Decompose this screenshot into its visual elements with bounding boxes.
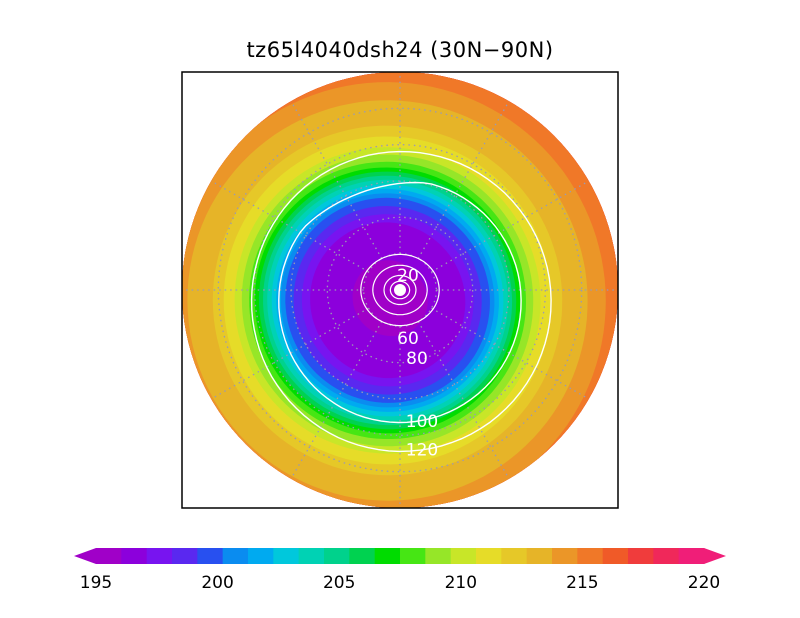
colorbar-swatch bbox=[501, 548, 528, 564]
latitude-gridline bbox=[326, 216, 474, 364]
colorbar-tick-label: 215 bbox=[566, 573, 598, 593]
colorbar-swatch bbox=[298, 548, 325, 564]
chart-title: tz65l4040dsh24 (30N−90N) bbox=[246, 38, 554, 62]
contour-label-60: 60 bbox=[397, 329, 419, 349]
colorbar-extend-low bbox=[74, 548, 96, 564]
contour-label-100: 100 bbox=[406, 412, 438, 432]
colorbar-swatch bbox=[476, 548, 502, 564]
colorbar-swatch bbox=[349, 548, 376, 564]
latitude-gridline bbox=[217, 107, 583, 473]
colorbar: 195 200 205 210 215 220 bbox=[74, 548, 726, 593]
colorbar-tick-label: 220 bbox=[688, 573, 720, 593]
colorbar-swatch bbox=[653, 548, 680, 564]
colorbar-swatch bbox=[374, 548, 401, 564]
pole-marker bbox=[394, 284, 406, 296]
temperature-fill bbox=[182, 72, 618, 508]
colorbar-swatch bbox=[273, 548, 300, 564]
plot-frame bbox=[181, 71, 619, 509]
colorbar-tick-label: 205 bbox=[323, 573, 355, 593]
colorbar-swatch bbox=[678, 548, 705, 564]
colorbar-swatch bbox=[248, 548, 274, 564]
contour-label-20: 20 bbox=[397, 266, 419, 286]
colorbar-swatch bbox=[146, 548, 173, 564]
lat-lon-grid bbox=[182, 72, 618, 508]
contour-100 bbox=[278, 181, 522, 424]
colorbar-swatch bbox=[577, 548, 604, 564]
latitude-gridline bbox=[254, 144, 546, 436]
fill-band bbox=[362, 266, 423, 327]
colorbar-swatch bbox=[526, 548, 553, 564]
colorbar-swatch bbox=[324, 548, 350, 564]
colorbar-tick-label: 210 bbox=[445, 573, 477, 593]
colorbar-swatch bbox=[121, 548, 148, 564]
contour-lines bbox=[250, 150, 552, 453]
contour-20 bbox=[389, 280, 411, 300]
colorbar-swatch bbox=[602, 548, 629, 564]
contour-120 bbox=[250, 150, 552, 453]
colorbar-swatch bbox=[400, 548, 426, 564]
colorbar-swatch bbox=[222, 548, 249, 564]
colorbar-swatch bbox=[96, 548, 122, 564]
colorbar-extend-high bbox=[704, 548, 726, 564]
contour-label-80: 80 bbox=[406, 349, 428, 369]
colorbar-swatch bbox=[628, 548, 654, 564]
colorbar-swatch bbox=[197, 548, 224, 564]
colorbar-swatch bbox=[552, 548, 578, 564]
contour-80 bbox=[360, 253, 440, 327]
colorbar-swatch bbox=[450, 548, 477, 564]
colorbar-swatch bbox=[425, 548, 452, 564]
contour-60 bbox=[372, 264, 428, 316]
contour-40 bbox=[383, 274, 417, 306]
contour-label-120: 120 bbox=[406, 441, 438, 461]
colorbar-tick-label: 195 bbox=[80, 573, 112, 593]
colorbar-swatch bbox=[172, 548, 198, 564]
colorbar-tick-label: 200 bbox=[201, 573, 233, 593]
